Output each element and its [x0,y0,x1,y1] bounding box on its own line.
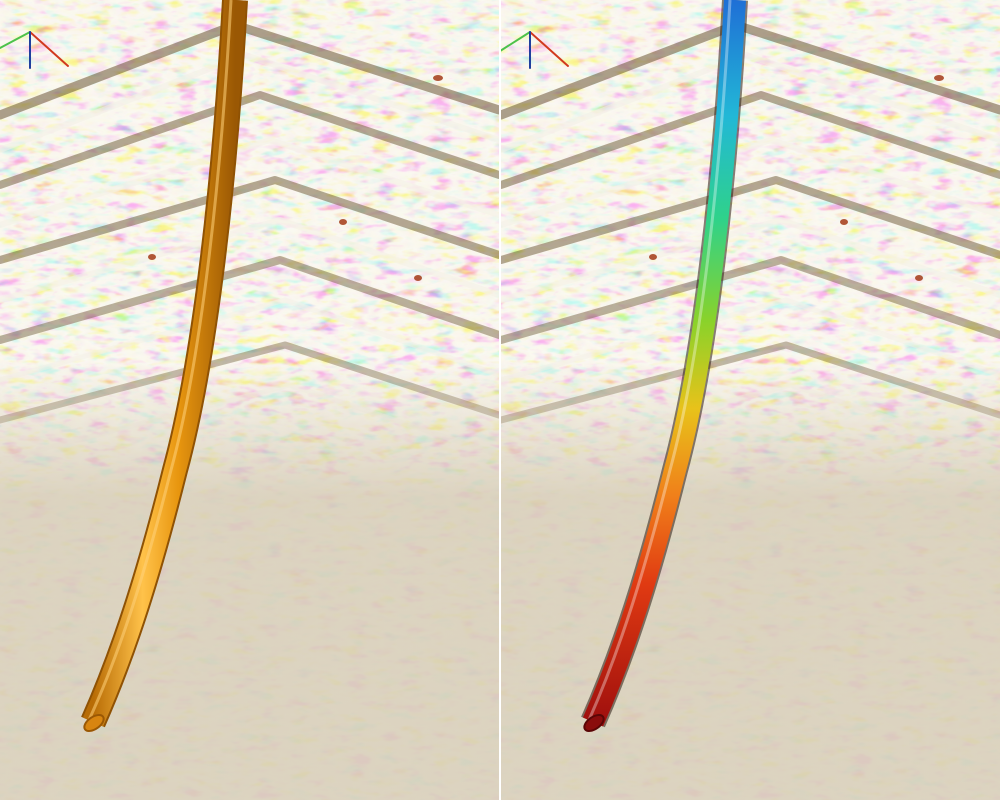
orientation-axes-icon [501,31,569,69]
orientation-axes-icon [0,31,69,69]
seismic-volume [501,0,1000,800]
left-scene [0,0,499,800]
right-scene [501,0,1000,800]
left-3d-viewport[interactable] [0,0,499,800]
wellbore-solid[interactable] [81,0,248,734]
seismic-volume [0,0,499,800]
wellbore-property-colored[interactable] [581,0,748,734]
right-3d-viewport[interactable] [501,0,1000,800]
viewport-divider[interactable] [499,0,501,800]
